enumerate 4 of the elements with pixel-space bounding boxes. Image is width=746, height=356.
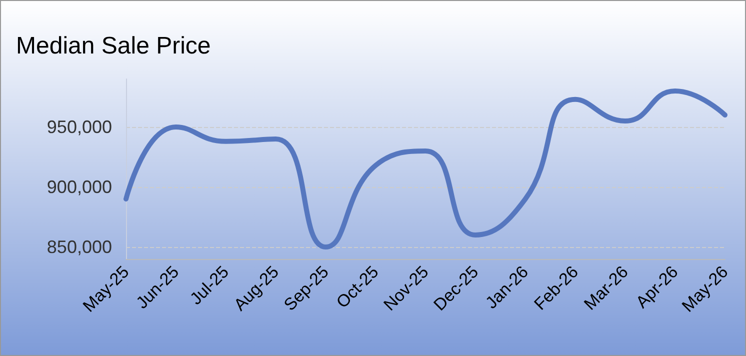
y-tick-label: 950,000 (46, 117, 112, 137)
y-tick-label: 850,000 (46, 237, 112, 257)
y-tick-label: 900,000 (46, 177, 112, 197)
chart-title: Median Sale Price (16, 32, 211, 60)
